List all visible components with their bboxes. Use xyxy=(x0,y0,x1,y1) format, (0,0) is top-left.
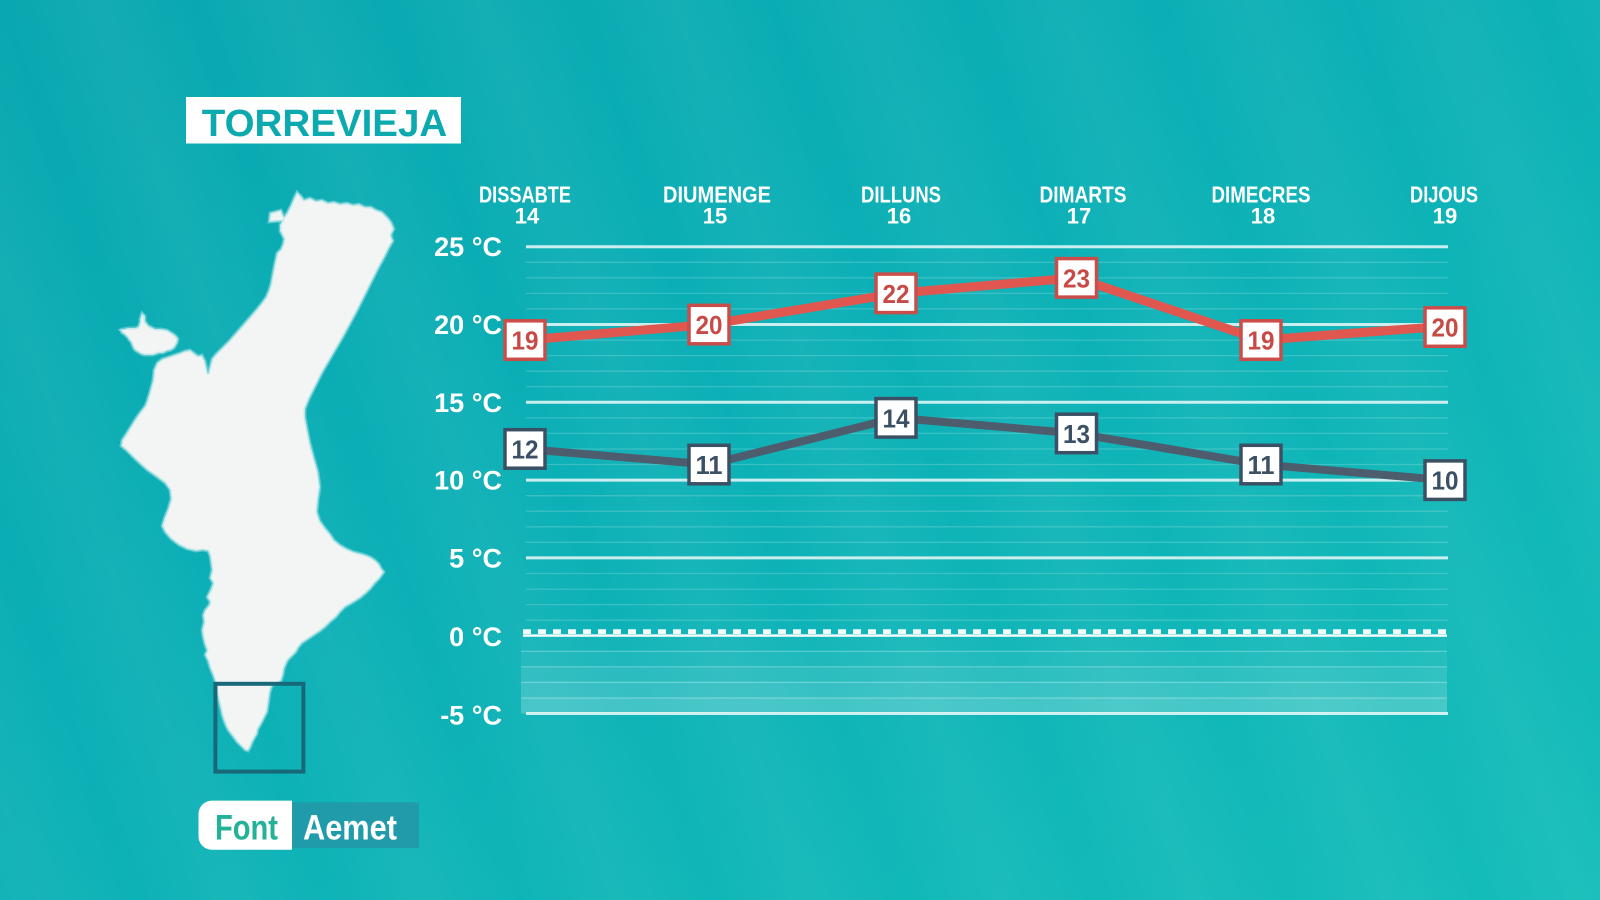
svg-text:13: 13 xyxy=(1063,419,1090,449)
svg-text:23: 23 xyxy=(1063,263,1090,293)
svg-text:25 °C: 25 °C xyxy=(434,232,502,262)
svg-text:10 °C: 10 °C xyxy=(434,466,502,496)
svg-text:Aemet: Aemet xyxy=(303,809,397,848)
svg-text:0 °C: 0 °C xyxy=(449,622,502,652)
svg-text:DIMECRES: DIMECRES xyxy=(1212,182,1311,208)
svg-text:20: 20 xyxy=(1432,313,1459,343)
svg-text:18: 18 xyxy=(1251,203,1275,228)
svg-text:DIUMENGE: DIUMENGE xyxy=(663,182,771,208)
svg-text:TORREVIEJA: TORREVIEJA xyxy=(202,103,448,145)
svg-text:20 °C: 20 °C xyxy=(434,310,502,340)
svg-text:10: 10 xyxy=(1432,466,1459,496)
svg-text:20: 20 xyxy=(696,310,723,340)
svg-text:14: 14 xyxy=(883,403,911,433)
svg-text:17: 17 xyxy=(1067,203,1091,228)
svg-text:11: 11 xyxy=(696,450,723,480)
svg-text:11: 11 xyxy=(1248,450,1275,480)
svg-text:19: 19 xyxy=(512,326,539,356)
svg-text:12: 12 xyxy=(512,435,539,465)
svg-text:DIJOUS: DIJOUS xyxy=(1410,182,1478,208)
svg-text:15 °C: 15 °C xyxy=(434,388,502,418)
svg-text:-5 °C: -5 °C xyxy=(440,701,502,731)
svg-text:DISSABTE: DISSABTE xyxy=(479,182,571,208)
svg-text:19: 19 xyxy=(1248,326,1275,356)
svg-text:5 °C: 5 °C xyxy=(449,543,502,573)
svg-text:16: 16 xyxy=(887,203,911,228)
svg-text:Font: Font xyxy=(215,809,278,848)
svg-text:14: 14 xyxy=(515,203,540,228)
svg-text:DIMARTS: DIMARTS xyxy=(1040,182,1127,208)
svg-text:22: 22 xyxy=(883,279,910,309)
svg-text:DILLUNS: DILLUNS xyxy=(861,182,941,208)
svg-text:15: 15 xyxy=(703,203,727,228)
svg-text:19: 19 xyxy=(1433,203,1457,228)
